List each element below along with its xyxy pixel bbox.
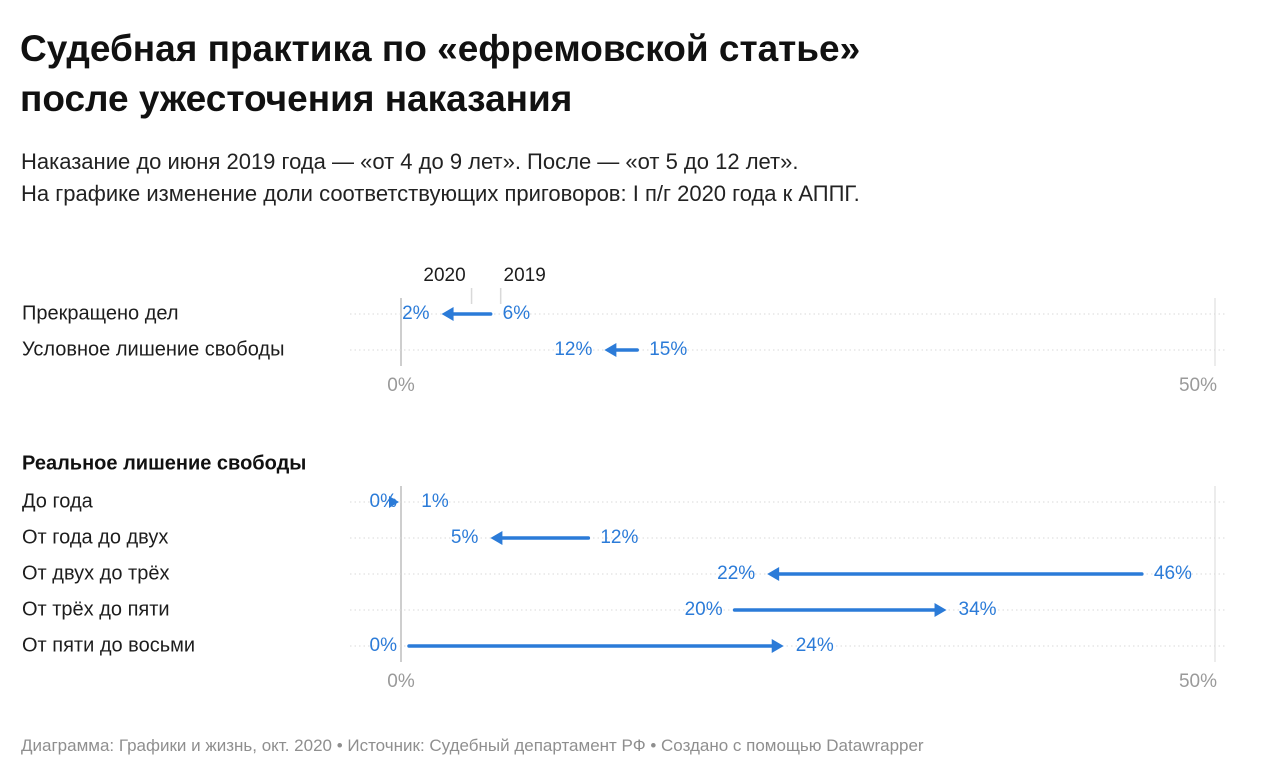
value-label-2019: 1% [421, 491, 449, 512]
chart-panel-1: 0% 50% Прекращено дел 6% 2% Условное лишение … [22, 265, 1226, 396]
category-label: От пяти до восьми [22, 634, 195, 656]
legend-label-2019: 2019 [504, 265, 546, 286]
category-label: Прекращено дел [22, 302, 179, 324]
value-label-2020: 0% [370, 491, 398, 512]
chart-footer: Диаграмма: Графики и жизнь, окт. 2020 • … [21, 736, 924, 755]
category-label: От года до двух [22, 526, 168, 548]
arrow-head [441, 307, 454, 321]
x-tick-label: 0% [387, 671, 415, 692]
panel-title: Реальное лишение свободы [22, 452, 306, 474]
value-label-2020: 5% [451, 527, 479, 548]
chart-title-line-2: после ужесточения наказания [20, 78, 573, 119]
value-label-2020: 24% [796, 635, 834, 656]
legend-label-2020: 2020 [423, 265, 465, 286]
category-label: До года [22, 490, 94, 512]
chart-panel-2: Реальное лишение свободы 0% 50% До года 1% 0%… [22, 452, 1226, 692]
x-tick-label: 0% [387, 375, 415, 396]
arrow-head [934, 603, 947, 617]
value-label-2019: 6% [503, 303, 531, 324]
category-label: Условное лишение свободы [22, 338, 284, 360]
arrow-head [604, 343, 617, 357]
chart-subtitle: Наказание до июня 2019 года — «от 4 до 9… [21, 146, 860, 210]
x-tick-label: 50% [1179, 375, 1217, 396]
chart-subtitle-line-2: На графике изменение доли соответствующи… [21, 181, 860, 206]
arrow-head [490, 531, 503, 545]
arrow-head [771, 639, 784, 653]
value-label-2019: 20% [685, 599, 723, 620]
chart-subtitle-line-1: Наказание до июня 2019 года — «от 4 до 9… [21, 149, 799, 174]
value-label-2019: 46% [1154, 563, 1192, 584]
arrow-head [389, 496, 399, 508]
value-label-2020: 12% [554, 339, 592, 360]
value-label-2020: 22% [717, 563, 755, 584]
category-label: От двух до трёх [22, 562, 169, 584]
chart-title-line-1: Судебная практика по «ефремовской статье… [20, 28, 861, 69]
value-label-2019: 0% [370, 635, 398, 656]
value-label-2020: 34% [959, 599, 997, 620]
value-label-2019: 15% [649, 339, 687, 360]
arrow-head [767, 567, 780, 581]
category-label: От трёх до пяти [22, 598, 170, 620]
value-label-2020: 2% [402, 303, 430, 324]
x-tick-label: 50% [1179, 671, 1217, 692]
value-label-2019: 12% [600, 527, 638, 548]
chart-title: Судебная практика по «ефремовской статье… [20, 24, 860, 124]
